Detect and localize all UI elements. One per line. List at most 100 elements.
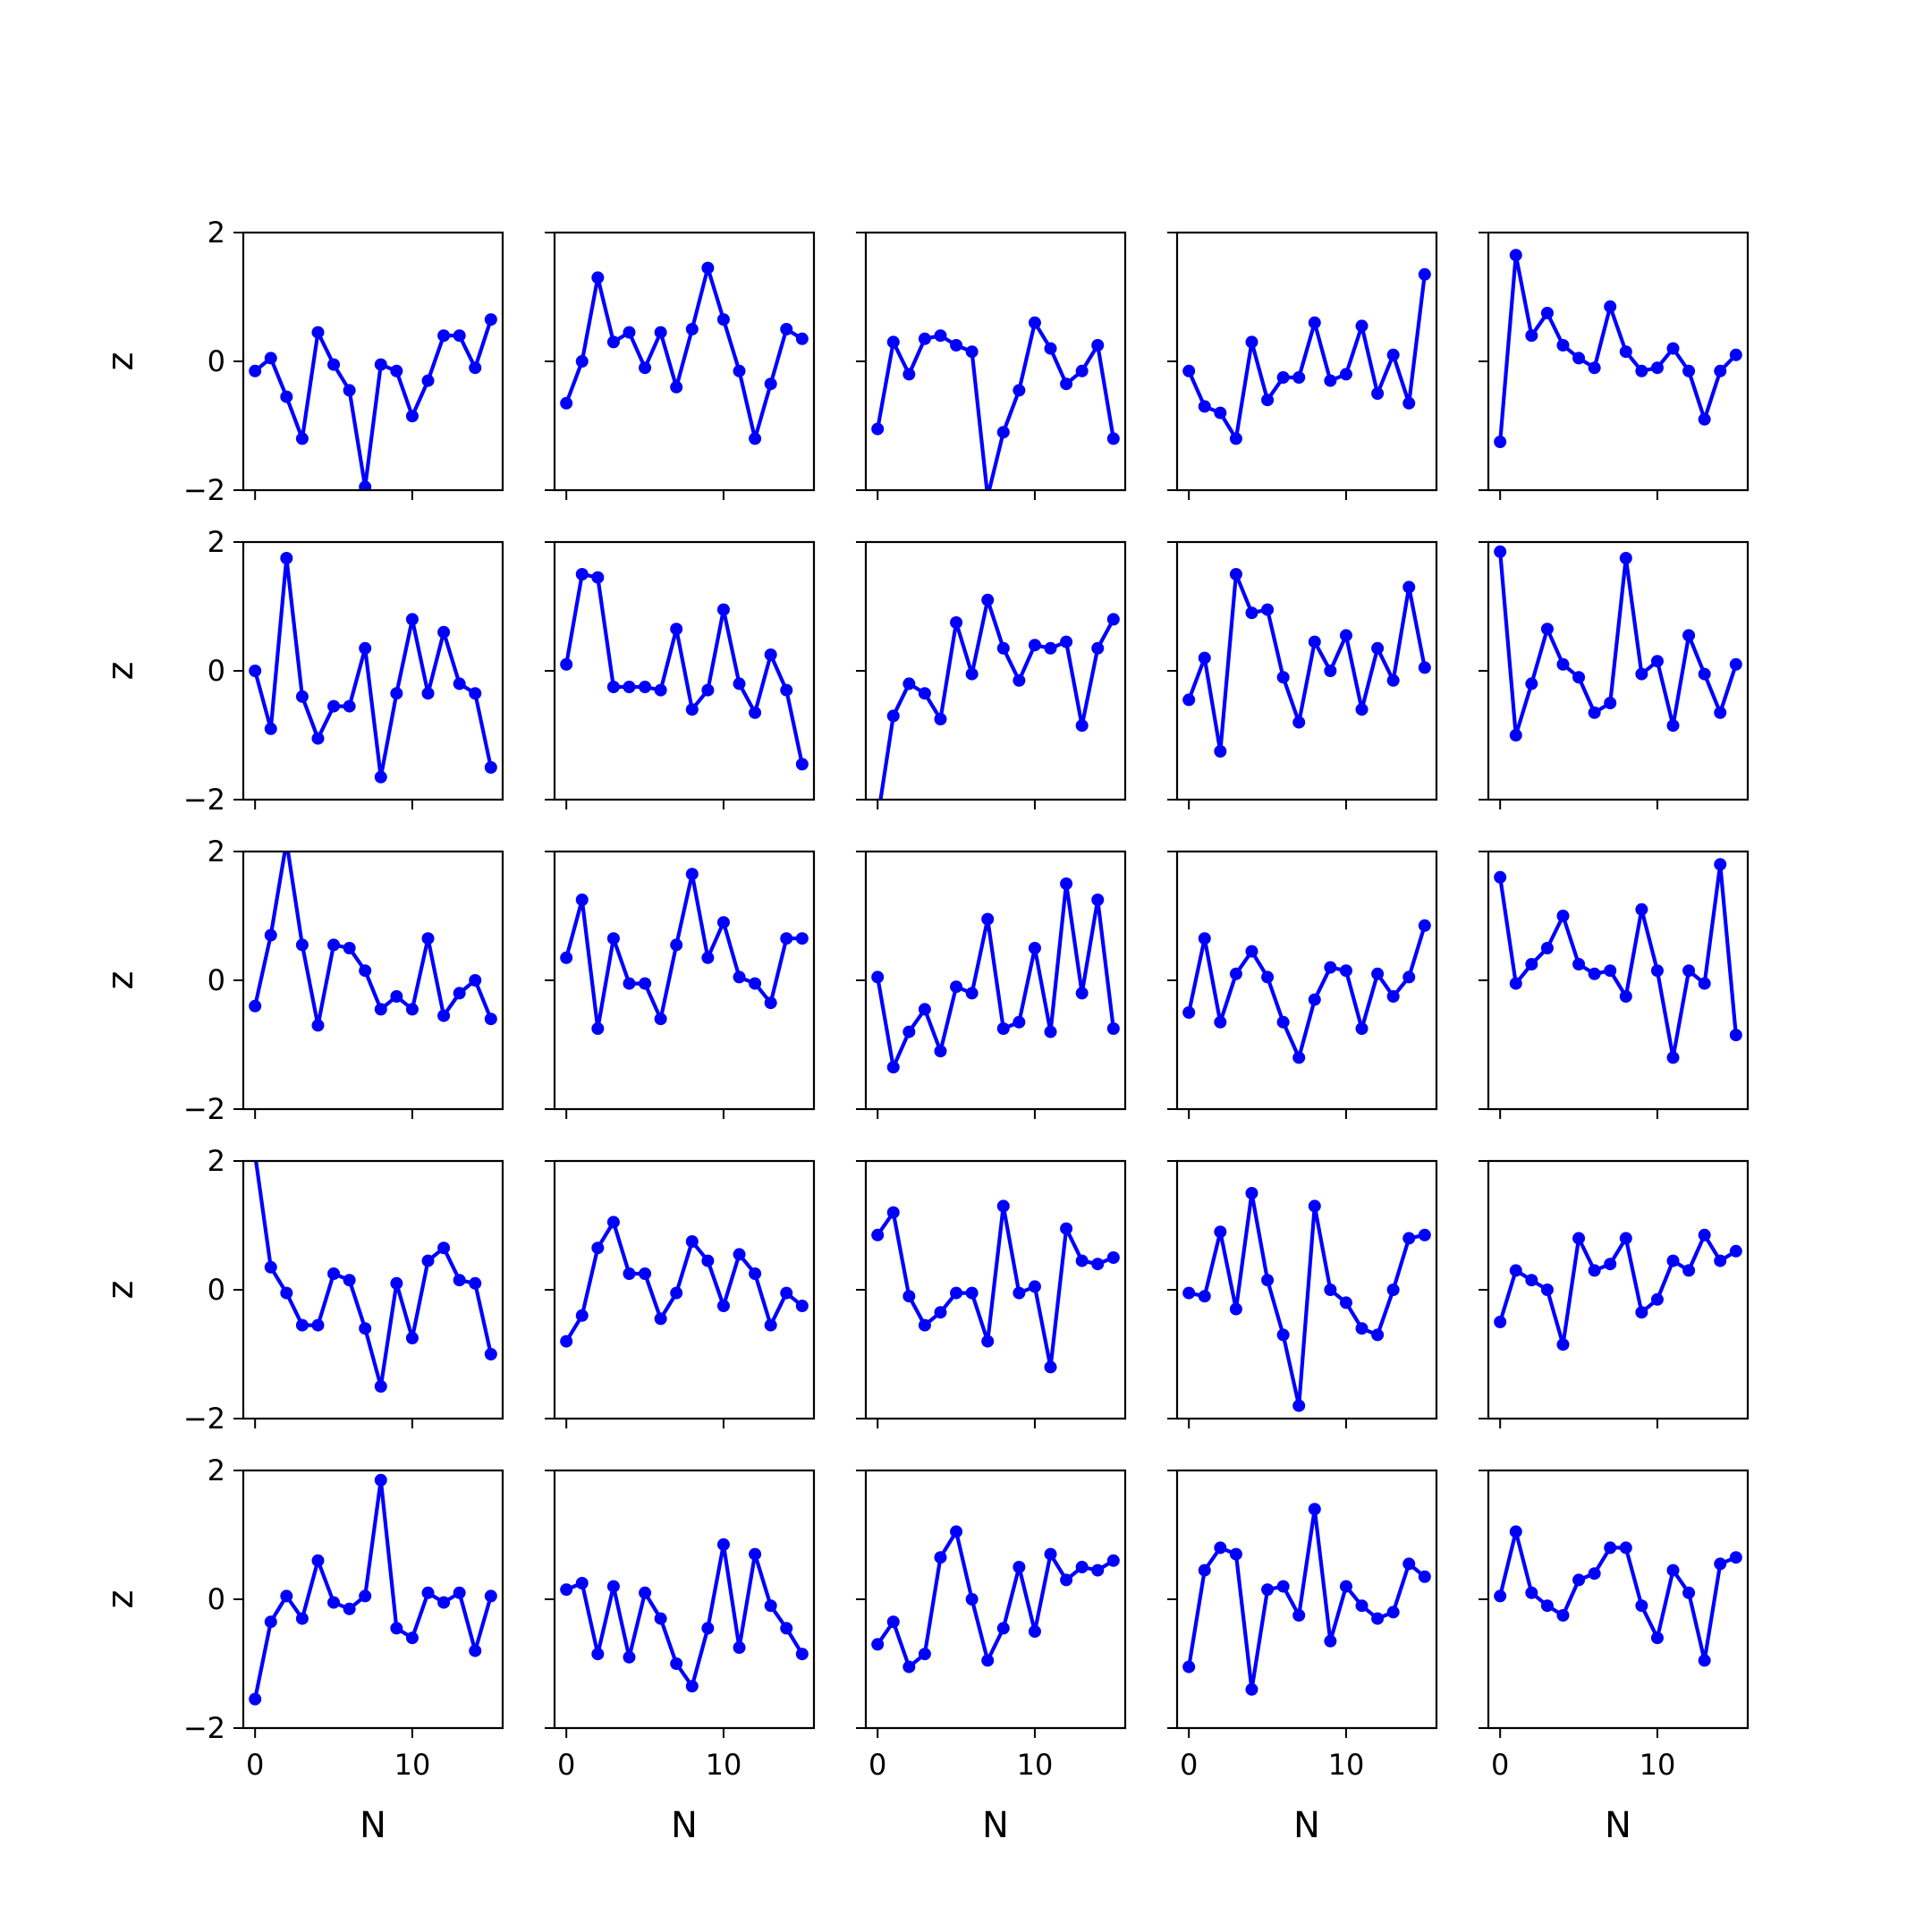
series-group [1494, 1228, 1742, 1352]
y-tick-label: 0 [208, 654, 225, 688]
data-point [934, 1306, 947, 1319]
y-tick-label: 2 [208, 216, 225, 250]
data-point [1060, 1573, 1073, 1587]
series-group [249, 852, 497, 1032]
data-point [1698, 977, 1711, 990]
data-point [1198, 400, 1211, 413]
data-point [295, 690, 309, 703]
data-point [343, 1274, 356, 1287]
data-point [280, 552, 293, 564]
data-point [1714, 706, 1727, 719]
data-point [795, 758, 809, 771]
data-point [1619, 552, 1632, 564]
data-point [1091, 1563, 1105, 1577]
data-point [1182, 364, 1196, 377]
data-point [1106, 1251, 1120, 1264]
data-point [560, 951, 573, 964]
data-point [1371, 1612, 1385, 1625]
data-point [1276, 1328, 1290, 1342]
subplot-3-1: −2 0 2 z [100, 835, 504, 1126]
data-point [484, 761, 497, 774]
data-point [1604, 1541, 1617, 1555]
data-point [670, 380, 683, 394]
axes-frame [864, 540, 1127, 801]
data-point [1339, 1296, 1352, 1309]
data-point [1666, 719, 1680, 733]
data-point [965, 1286, 979, 1300]
data-point [1540, 623, 1554, 636]
data-point [934, 1551, 947, 1564]
data-point [795, 332, 809, 345]
data-point [780, 323, 793, 335]
y-tick-label: 0 [208, 344, 225, 378]
data-point [374, 1003, 387, 1016]
axes-frame [864, 1469, 1127, 1730]
series-group [560, 1538, 809, 1693]
data-point [249, 1692, 262, 1706]
data-point [359, 1589, 372, 1603]
data-point [1494, 1316, 1507, 1328]
series-group [1182, 1503, 1431, 1696]
data-point [327, 1596, 341, 1609]
data-point [639, 361, 652, 375]
data-point [343, 942, 356, 954]
axes-frame [1487, 1159, 1750, 1420]
data-point [639, 977, 652, 990]
data-point [359, 480, 372, 490]
data-point [670, 623, 683, 636]
data-point [1060, 877, 1073, 890]
data-point [1650, 1292, 1664, 1306]
y-tick-label: −2 [183, 1092, 225, 1126]
series-line [564, 572, 804, 765]
data-point [1013, 1015, 1026, 1029]
data-point [1386, 1606, 1400, 1619]
series-line [1498, 253, 1738, 443]
subplot-4-2 [545, 1159, 816, 1428]
data-point [1386, 1284, 1400, 1296]
data-point [1292, 1399, 1306, 1412]
data-point [1698, 667, 1711, 681]
data-point [795, 932, 809, 945]
data-point [469, 974, 482, 987]
data-point [886, 1061, 900, 1074]
data-point [1682, 364, 1696, 377]
data-point [1619, 1232, 1632, 1245]
data-point [1619, 990, 1632, 1003]
data-point [764, 996, 777, 1010]
axes-frame [242, 850, 504, 1111]
data-point [1604, 300, 1617, 313]
data-point [1308, 993, 1321, 1006]
data-point [623, 326, 636, 339]
series-line [878, 597, 1115, 800]
data-point [311, 1318, 325, 1332]
data-point [918, 1648, 931, 1661]
data-point [1091, 339, 1105, 352]
series-group [560, 868, 809, 1035]
data-point [1261, 603, 1275, 616]
data-point [374, 770, 387, 784]
subplot-5-2: 0 10N [545, 1469, 816, 1846]
series-group [1494, 249, 1742, 448]
y-tick-label: −2 [183, 473, 225, 507]
data-point [453, 677, 466, 691]
data-point [1276, 371, 1290, 384]
data-point [1075, 987, 1089, 1000]
x-tick-label: 10 [394, 1748, 431, 1782]
data-point [1418, 267, 1431, 281]
data-point [965, 667, 979, 681]
data-point [1635, 1306, 1648, 1319]
subplot-4-3 [856, 1159, 1127, 1428]
data-point [950, 1286, 963, 1300]
data-point [886, 335, 900, 349]
data-point [1292, 371, 1306, 384]
series-line [1187, 274, 1427, 441]
data-point [1682, 964, 1696, 978]
data-point [1044, 1547, 1057, 1561]
series-line [1188, 1191, 1426, 1408]
series-line [564, 1220, 804, 1343]
data-point [264, 1615, 277, 1629]
data-point [1044, 1025, 1057, 1038]
data-point [1106, 1022, 1120, 1035]
data-point [623, 977, 636, 990]
